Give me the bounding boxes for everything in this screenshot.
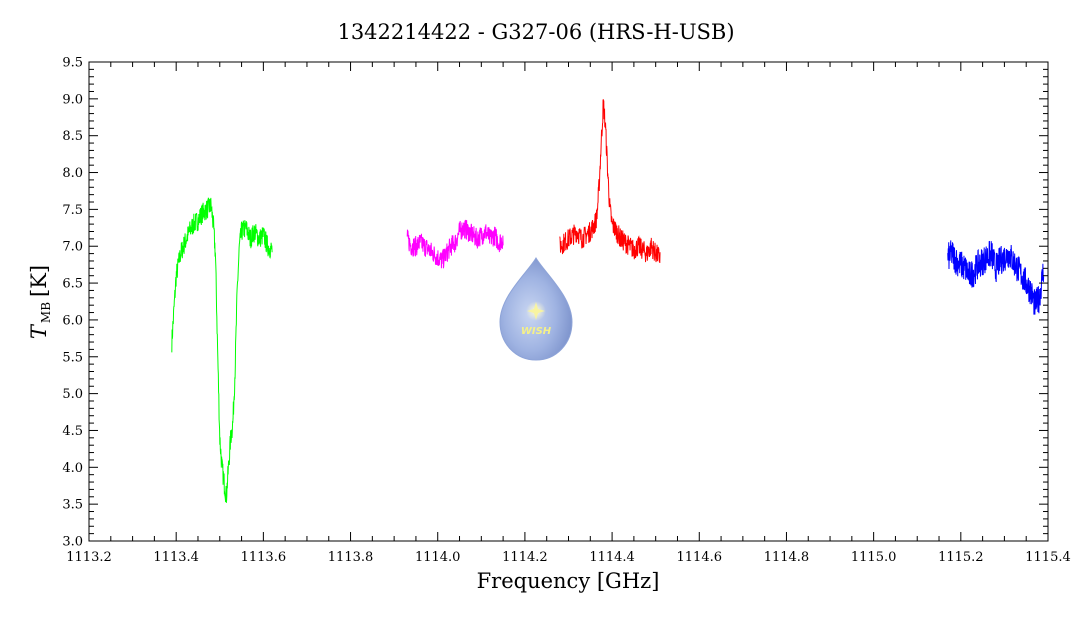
wish-logo: WISH: [499, 256, 573, 361]
x-tick-label: 1115.0: [851, 550, 897, 565]
x-axis: 1113.2 1113.4 1113.6 1113.8 1114.0 1114.2 1114…: [66, 62, 1071, 565]
y-tick-label: 7.5: [62, 203, 83, 218]
x-tick-label: 1113.4: [153, 550, 199, 565]
x-tick-label: 1114.6: [677, 550, 723, 565]
spectrum-series-3: [559, 99, 661, 264]
series-layer: [171, 99, 1045, 503]
x-tick-label: 1113.8: [328, 550, 374, 565]
y-tick-label: 6.0: [62, 313, 83, 328]
y-axis-label-main: T: [27, 323, 51, 339]
spectrum-series-2: [406, 219, 504, 269]
x-tick-label: 1114.2: [502, 550, 548, 565]
y-axis-label: TMB [K]: [27, 265, 53, 339]
x-tick-label: 1113.2: [66, 550, 112, 565]
y-axis: 3.0 3.5 4.0 4.5 5.0 5.5 6.0 6.5 7.0 7.5 8.0 8.5 9.0 9…: [62, 56, 1048, 550]
spectrum-series-4: [947, 240, 1045, 315]
x-tick-label: 1114.4: [589, 550, 635, 565]
y-tick-label: 4.0: [62, 461, 83, 476]
x-tick-label: 1115.2: [938, 550, 984, 565]
spectrum-series-1: [171, 197, 273, 503]
x-tick-label: 1115.4: [1025, 550, 1071, 565]
y-tick-label: 3.5: [62, 498, 83, 513]
y-tick-label: 8.5: [62, 129, 83, 144]
y-tick-label: 8.0: [62, 166, 83, 181]
plot-frame: [88, 61, 1049, 542]
star-icon: [527, 302, 545, 320]
y-tick-label: 3.0: [62, 535, 83, 550]
y-axis-label-sub: MB: [39, 302, 53, 323]
y-tick-label: 4.5: [62, 424, 83, 439]
x-tick-label: 1114.0: [415, 550, 461, 565]
y-tick-label: 7.0: [62, 240, 83, 255]
x-axis-label: Frequency [GHz]: [477, 569, 660, 593]
logo-text: WISH: [521, 326, 552, 337]
chart-title: 1342214422 - G327-06 (HRS-H-USB): [337, 20, 734, 44]
x-tick-label: 1114.8: [764, 550, 810, 565]
y-tick-label: 9.5: [62, 56, 83, 71]
y-tick-label: 6.5: [62, 277, 83, 292]
y-tick-label: 9.0: [62, 92, 83, 107]
y-tick-label: 5.5: [62, 350, 83, 365]
y-tick-label: 5.0: [62, 387, 83, 402]
y-axis-label-unit: [K]: [27, 265, 51, 297]
x-tick-label: 1113.6: [241, 550, 287, 565]
